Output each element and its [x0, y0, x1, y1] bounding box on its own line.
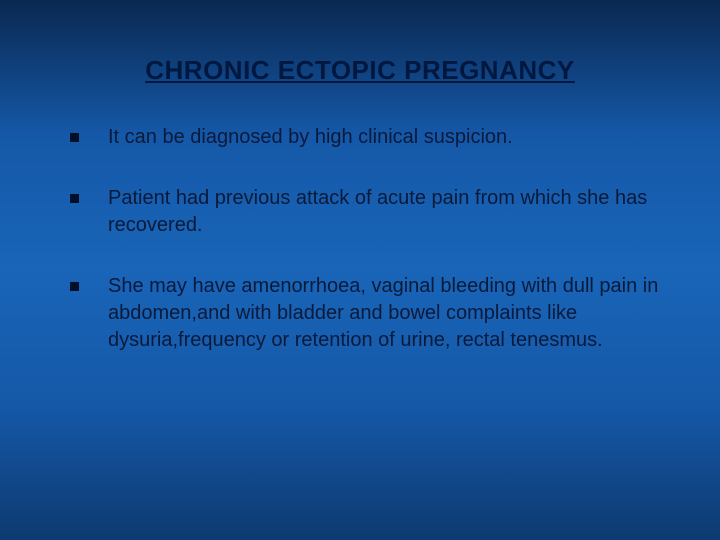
- list-item: She may have amenorrhoea, vaginal bleedi…: [70, 273, 670, 354]
- bullet-text: Patient had previous attack of acute pai…: [108, 187, 647, 236]
- bullet-text: She may have amenorrhoea, vaginal bleedi…: [108, 275, 658, 351]
- square-bullet-icon: [70, 282, 79, 291]
- square-bullet-icon: [70, 194, 79, 203]
- slide-container: CHRONIC ECTOPIC PREGNANCY It can be diag…: [0, 0, 720, 540]
- list-item: Patient had previous attack of acute pai…: [70, 185, 670, 239]
- list-item: It can be diagnosed by high clinical sus…: [70, 124, 670, 151]
- bullet-list: It can be diagnosed by high clinical sus…: [50, 124, 670, 354]
- slide-title: CHRONIC ECTOPIC PREGNANCY: [50, 55, 670, 86]
- bullet-text: It can be diagnosed by high clinical sus…: [108, 126, 513, 148]
- square-bullet-icon: [70, 133, 79, 142]
